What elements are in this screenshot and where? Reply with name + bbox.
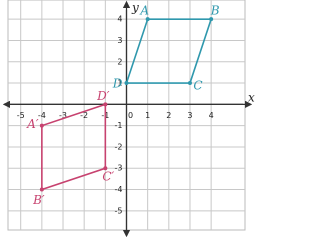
vertex-label: B <box>210 4 220 18</box>
vertex-label: A′ <box>26 117 39 131</box>
vertex <box>145 17 150 22</box>
vertex-label: C′ <box>102 170 114 184</box>
x-tick-label: 2 <box>166 111 171 120</box>
y-tick-label: 3 <box>117 36 122 45</box>
vertex-label: A <box>139 4 149 18</box>
x-axis-label: x <box>248 91 255 105</box>
x-tick-label: 1 <box>145 111 150 120</box>
vertex <box>124 81 129 86</box>
vertex-label: D <box>112 77 123 91</box>
y-tick-label: -1 <box>115 121 123 130</box>
x-tick-label: -4 <box>38 111 46 120</box>
x-tick-label: 0 <box>128 111 133 120</box>
y-tick-label: -4 <box>115 185 123 194</box>
y-tick-label: -5 <box>115 206 123 215</box>
vertex <box>39 123 44 128</box>
y-tick-label: 2 <box>117 57 122 66</box>
y-axis-label: y <box>131 1 139 15</box>
vertex <box>187 81 192 86</box>
x-tick-label: -2 <box>80 111 88 120</box>
x-tick-label: 4 <box>209 111 214 120</box>
vertex <box>103 166 108 171</box>
x-tick-label: -5 <box>17 111 25 120</box>
x-tick-label: -3 <box>59 111 67 120</box>
vertex <box>39 187 44 192</box>
vertex-label: B′ <box>32 193 45 207</box>
vertex <box>103 102 108 107</box>
y-tick-label: 1 <box>117 79 122 88</box>
vertex <box>209 17 214 22</box>
vertex-label: C <box>193 79 202 93</box>
y-tick-label: 4 <box>117 15 122 24</box>
vertex-label: D′ <box>96 89 110 103</box>
x-tick-label: 3 <box>187 111 192 120</box>
y-tick-label: -3 <box>115 164 123 173</box>
y-tick-label: -2 <box>115 142 123 151</box>
